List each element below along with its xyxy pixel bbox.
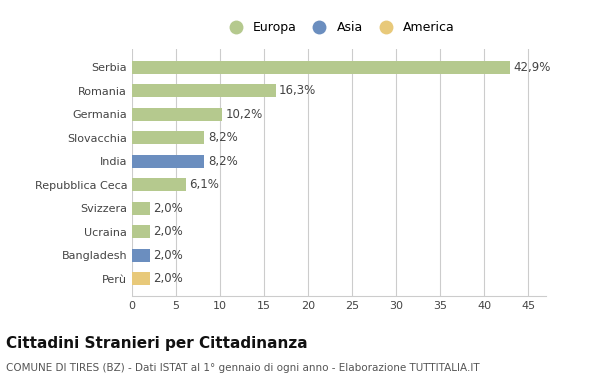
Text: 2,0%: 2,0%	[153, 249, 183, 262]
Bar	[132, 272, 149, 285]
Text: 42,9%: 42,9%	[514, 60, 551, 74]
Bar	[132, 202, 149, 215]
Bar	[132, 61, 510, 74]
Text: 16,3%: 16,3%	[279, 84, 316, 97]
Text: 10,2%: 10,2%	[226, 108, 263, 120]
Bar	[132, 225, 149, 238]
Text: 2,0%: 2,0%	[153, 202, 183, 215]
Text: 2,0%: 2,0%	[153, 272, 183, 285]
Bar	[132, 108, 222, 120]
Text: 6,1%: 6,1%	[189, 178, 219, 191]
Bar	[132, 84, 275, 97]
Bar	[132, 131, 204, 144]
Bar	[132, 249, 149, 262]
Legend: Europa, Asia, America: Europa, Asia, America	[223, 21, 455, 34]
Text: COMUNE DI TIRES (BZ) - Dati ISTAT al 1° gennaio di ogni anno - Elaborazione TUTT: COMUNE DI TIRES (BZ) - Dati ISTAT al 1° …	[6, 363, 479, 373]
Text: 8,2%: 8,2%	[208, 131, 238, 144]
Text: 8,2%: 8,2%	[208, 155, 238, 168]
Bar	[132, 178, 186, 191]
Text: Cittadini Stranieri per Cittadinanza: Cittadini Stranieri per Cittadinanza	[6, 336, 308, 351]
Bar	[132, 155, 204, 168]
Text: 2,0%: 2,0%	[153, 225, 183, 238]
